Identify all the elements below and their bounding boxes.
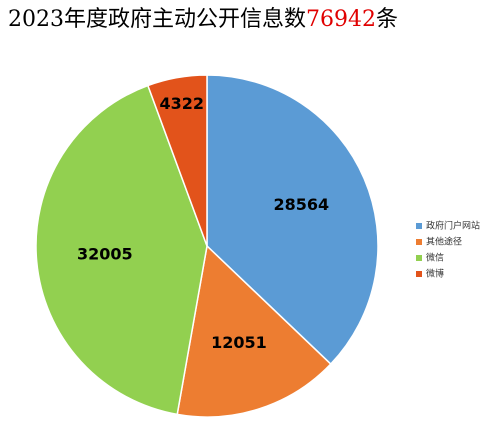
- legend-swatch: [416, 239, 422, 245]
- chart-title: 2023年度政府主动公开信息数76942条: [8, 7, 398, 32]
- legend-swatch: [416, 271, 422, 277]
- legend-swatch: [416, 255, 422, 261]
- legend-swatch: [416, 223, 422, 229]
- pie-slice: [146, 74, 208, 247]
- title-text: 2023年度政府主动公开信息数: [8, 7, 306, 32]
- data-label: 32005: [77, 245, 133, 264]
- legend-label: 微博: [426, 268, 444, 280]
- data-label: 12051: [211, 333, 267, 352]
- pie-slice: [176, 244, 332, 418]
- data-label: 28564: [273, 195, 329, 214]
- title-total: 76942: [306, 7, 376, 32]
- title-unit: 条: [376, 7, 398, 32]
- pie-slice: [35, 84, 208, 416]
- legend-label: 其他途径: [426, 236, 462, 248]
- pie-slice: [206, 74, 379, 366]
- data-label: 4322: [160, 94, 205, 113]
- legend-label: 微信: [426, 252, 444, 264]
- legend-label: 政府门户网站: [426, 220, 480, 232]
